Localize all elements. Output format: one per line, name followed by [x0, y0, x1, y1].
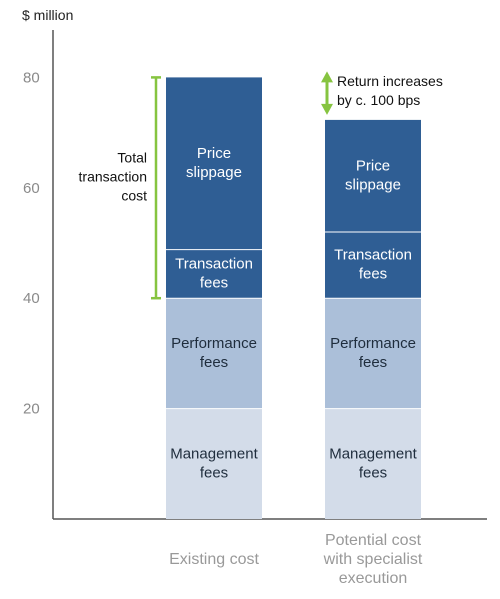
bar-segment [166, 298, 262, 409]
bar-segment [166, 408, 262, 519]
segment-label: Management fees [329, 445, 417, 481]
return-increase-label: Return increases by c. 100 bps [337, 73, 443, 108]
segment-label: Price slippage [345, 157, 401, 193]
segment-label: Management fees [170, 445, 258, 481]
segment-label: Price slippage [186, 145, 242, 181]
y-axis-unit-label: $ million [22, 7, 73, 23]
y-tick-label: 20 [23, 401, 40, 418]
y-tick-label: 80 [23, 69, 40, 86]
segment-label: Transaction fees [175, 255, 253, 291]
category-label: Potential cost with specialist execution [323, 532, 423, 587]
bar-segment [325, 231, 421, 299]
bar-segment [166, 249, 262, 299]
segment-label: Performance fees [171, 335, 257, 371]
y-tick-label: 60 [23, 180, 40, 197]
bar-segment [166, 77, 262, 250]
total-transaction-cost-label: Total transaction cost [79, 150, 148, 204]
arrow-head-up [321, 71, 333, 83]
category-label: Existing cost [169, 551, 259, 568]
bar-segment [325, 298, 421, 409]
segment-label: Performance fees [330, 335, 416, 371]
segment-label: Transaction fees [334, 247, 412, 283]
bar-segment [325, 119, 421, 232]
bar-segment [325, 408, 421, 519]
arrow-head-down [321, 103, 333, 115]
y-tick-label: 40 [23, 290, 40, 307]
